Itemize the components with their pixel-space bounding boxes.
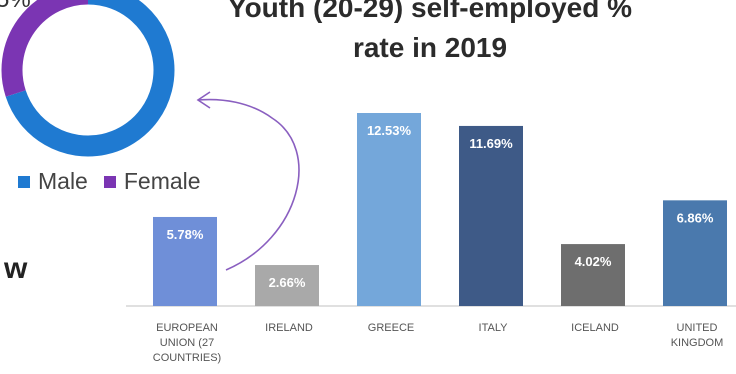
x-tick-label-5-0: UNITED <box>677 322 718 334</box>
bar-2 <box>357 113 421 306</box>
legend-swatch-female <box>103 175 116 188</box>
x-tick-label-3-0: ITALY <box>479 322 509 334</box>
data-label-1: 2.66% <box>269 275 306 290</box>
data-label-3: 11.69% <box>469 136 513 151</box>
x-tick-label-5-1: KINGDOM <box>671 337 724 349</box>
x-tick-label-1-0: IRELAND <box>265 322 313 334</box>
chart-title: Youth (20-29) self-employed % rate in 20… <box>190 0 670 68</box>
data-label-0: 5.78% <box>167 227 204 242</box>
legend-label-female: Female <box>123 168 201 194</box>
bar-0 <box>153 216 217 306</box>
chart-title-line-2: rate in 2019 <box>352 32 508 63</box>
donut-legend: Male Female <box>18 168 217 195</box>
donut-slice-female <box>1 0 89 97</box>
bar-1 <box>255 265 319 306</box>
x-tick-label-0-0: EUROPEAN <box>156 322 218 334</box>
bar-4 <box>561 244 625 306</box>
bar-5 <box>663 200 727 306</box>
donut-slice-male <box>5 0 175 157</box>
bar-3 <box>459 125 523 307</box>
connector-arrow <box>197 98 300 271</box>
cropped-letter: w <box>4 252 28 285</box>
chart-title-line-1: Youth (20-29) self-employed % <box>227 0 632 23</box>
data-label-4: 4.02% <box>575 254 612 269</box>
data-label-5: 6.86% <box>677 210 714 225</box>
legend-swatch-male <box>18 175 30 188</box>
x-tick-label-4-0: ICELAND <box>571 322 619 334</box>
x-tick-label-0-2: COUNTRIES) <box>153 352 221 364</box>
data-label-2: 12.53% <box>367 123 412 138</box>
x-tick-label-0-1: UNION (27 <box>160 337 214 349</box>
x-tick-label-2-0: GREECE <box>368 322 414 334</box>
legend-label-male: Male <box>38 168 88 194</box>
connector-arrowhead <box>196 91 211 109</box>
